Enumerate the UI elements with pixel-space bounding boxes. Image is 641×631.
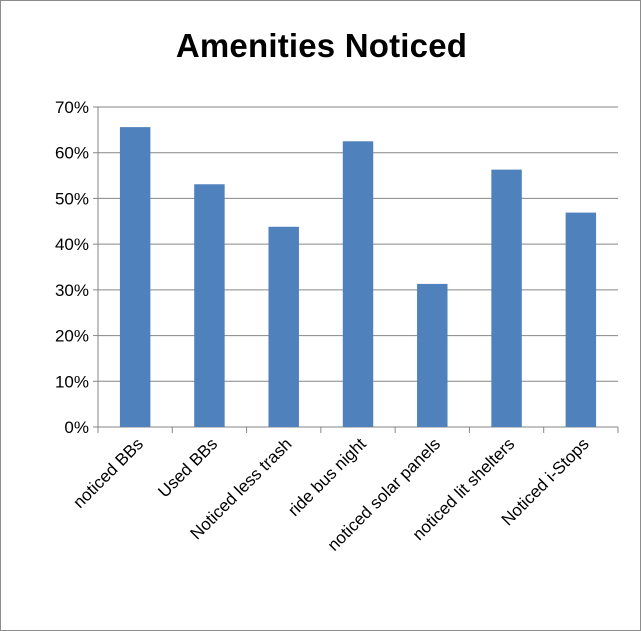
bar: [491, 169, 522, 427]
y-tick-label: 30%: [55, 281, 89, 300]
bar: [565, 212, 597, 427]
y-tick-label: 20%: [55, 327, 89, 346]
x-category-label: noticed BBs: [69, 434, 147, 512]
bar: [194, 184, 225, 427]
bar: [268, 226, 299, 427]
y-tick-label: 10%: [55, 372, 89, 391]
y-tick-label: 40%: [55, 235, 89, 254]
y-tick-labels: 0% 10% 20% 30% 40% 50% 60% 70%: [55, 98, 89, 437]
bars: [119, 127, 597, 428]
chart-title: Amenities Noticed: [175, 27, 468, 64]
y-tick-label: 70%: [55, 98, 89, 117]
y-tick-label: 60%: [55, 144, 89, 163]
bar: [342, 141, 374, 428]
bar: [119, 127, 151, 427]
y-tick-label: 0%: [64, 418, 89, 437]
y-tick-label: 50%: [55, 189, 89, 208]
x-category-label: Used BBs: [154, 434, 221, 501]
bar: [417, 283, 448, 427]
